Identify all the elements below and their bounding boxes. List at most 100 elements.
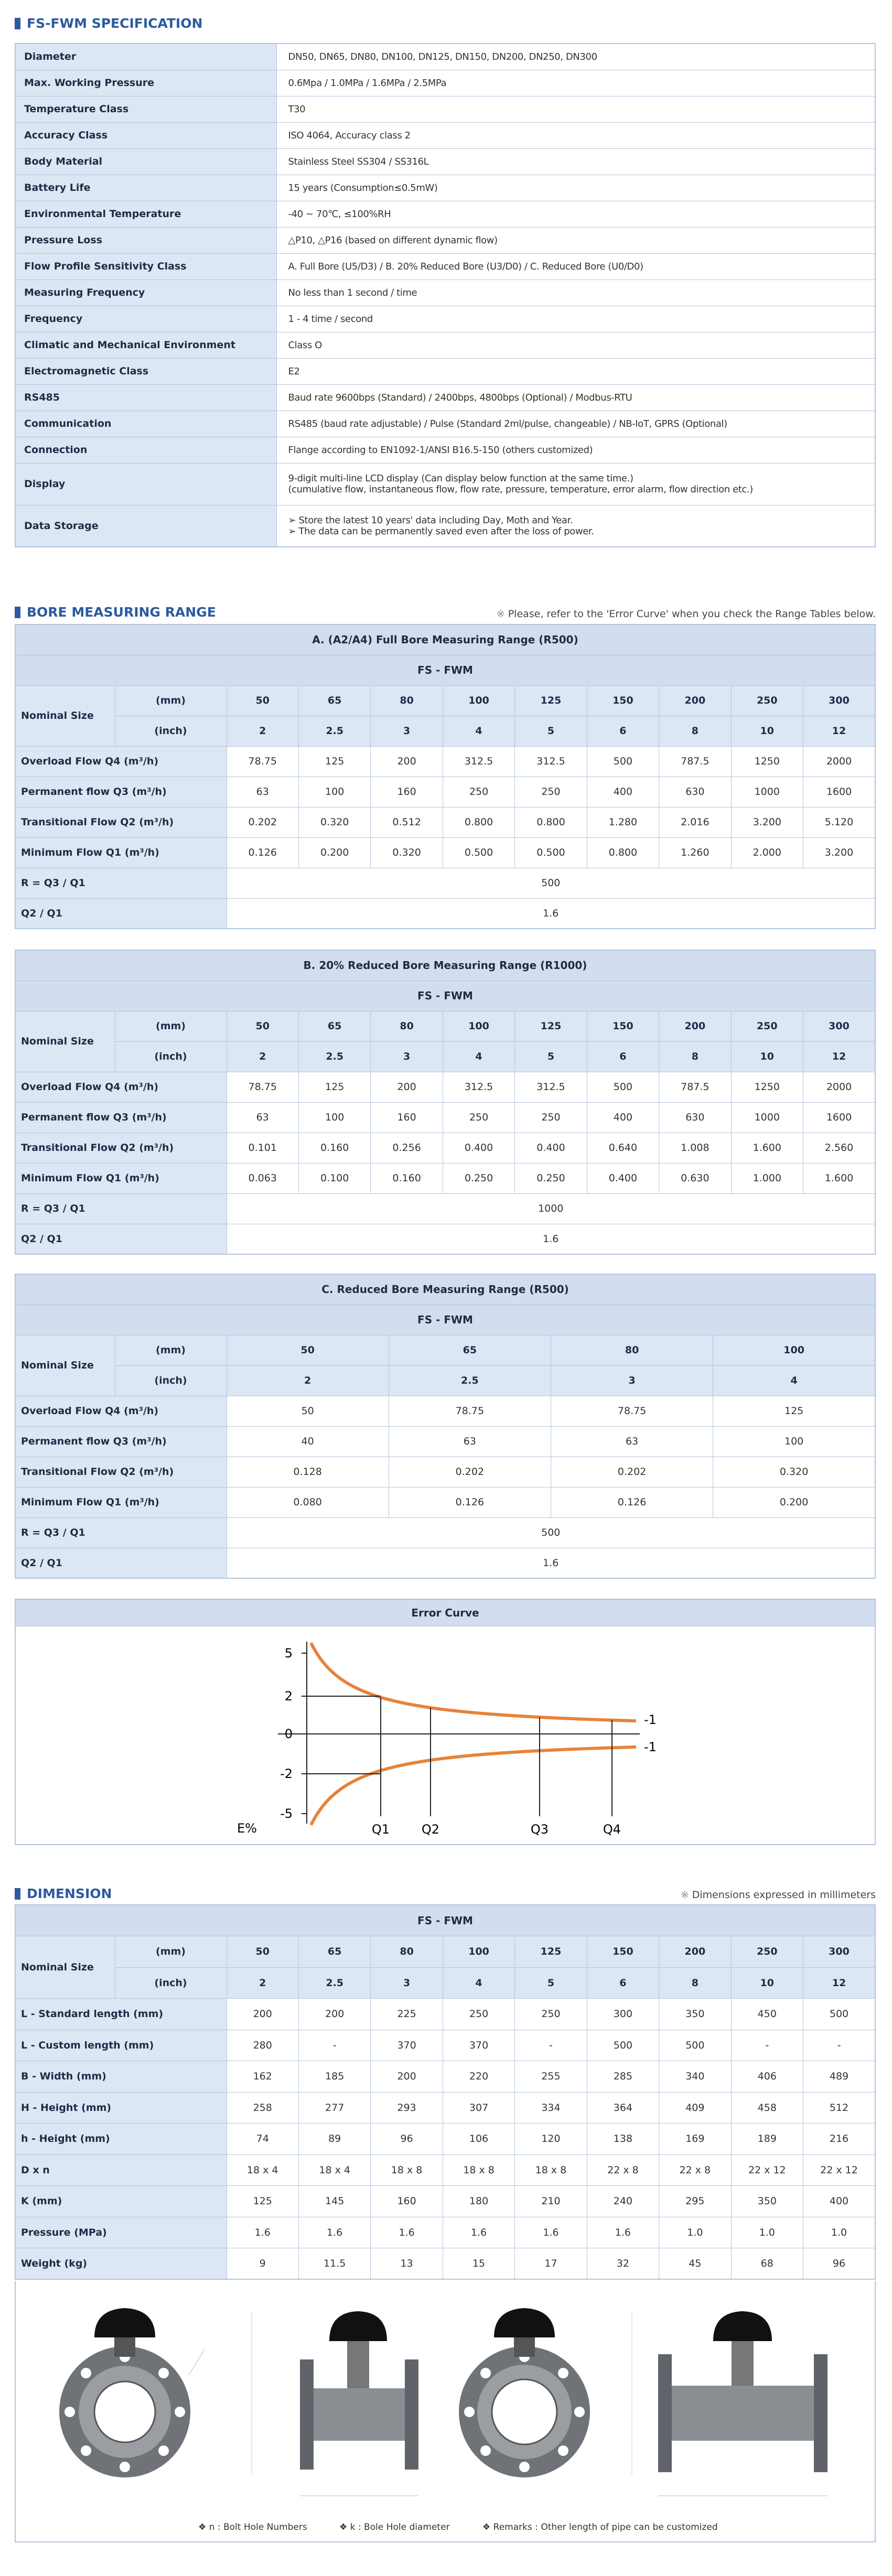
ratio-value: 1.6 <box>226 1547 876 1579</box>
size-inch: 12 <box>803 715 876 747</box>
spec-value: Store the latest 10 years' data includin… <box>276 504 876 547</box>
cell: 0.100 <box>298 1162 371 1194</box>
table-row: K (mm) 125 145 160 180 210 240 295 350 400 <box>15 2185 876 2217</box>
cell: 0.200 <box>298 837 371 868</box>
title-marker <box>15 1888 20 1900</box>
table-row: (inch) 2 2.5 3 4 <box>15 1365 876 1396</box>
size-mm: 50 <box>226 1936 299 1968</box>
size-inch: 2 <box>226 1365 389 1396</box>
ratio-label: R = Q3 / Q1 <box>15 1517 227 1548</box>
table-row: L - Standard length (mm) 200 200 225 250 250 3… <box>15 1998 876 2030</box>
table-row: B - Width (mm) 162 185 200 220 255 285 340 406 48… <box>15 2061 876 2093</box>
cell: 220 <box>442 2061 515 2093</box>
spec-value: Stainless Steel SS304 / SS316L <box>276 148 876 175</box>
size-mm: 150 <box>586 1010 660 1042</box>
bore-table-wrap: C. Reduced Bore Measuring Range (R500) FS… <box>15 1274 876 1579</box>
table-row: Minimum Flow Q1 (m³/h) 0.080 0.126 0.126 0.2… <box>15 1486 876 1518</box>
cell: 406 <box>730 2061 804 2093</box>
spec-row: Climatic and Mechanical Environment Class… <box>15 331 876 359</box>
size-inch: 2.5 <box>388 1365 552 1396</box>
table-row: Transitional Flow Q2 (m³/h) 0.101 0.160 0.2… <box>15 1132 876 1163</box>
table-row: FS - FWM <box>15 980 876 1011</box>
bore-note: Please, refer to the 'Error Curve' when … <box>508 608 876 620</box>
row-label: D x n <box>15 2154 227 2186</box>
cell: 11.5 <box>298 2248 371 2280</box>
error-curve-title: Error Curve <box>16 1600 875 1626</box>
cell: 0.250 <box>514 1162 587 1194</box>
cell: 9 <box>226 2248 299 2280</box>
cell: 0.126 <box>550 1486 714 1518</box>
table-row: FS - FWM <box>15 654 876 686</box>
side-view <box>251 2311 418 2496</box>
table-row: (inch) 2 2.5 3 4 5 6 8 10 12 <box>15 1967 876 1999</box>
cell: 160 <box>370 1102 443 1133</box>
cell: 200 <box>226 1998 299 2030</box>
drawing-note-wrap: ❖ Remarks : Other length of pipe can be … <box>482 2522 718 2532</box>
cell: 2.560 <box>803 1132 876 1163</box>
drawing-box: ❖ n : Bolt Hole Numbers ❖ k : Bole Hole … <box>15 2281 876 2542</box>
cell: 18 x 8 <box>514 2154 587 2186</box>
row-label: Permanent flow Q3 (m³/h) <box>15 776 227 807</box>
row-label: Pressure (MPa) <box>15 2216 227 2248</box>
unit-label: (inch) <box>114 715 227 747</box>
row-label: L - Standard length (mm) <box>15 1998 227 2030</box>
spec-row: Electromagnetic Class E2 <box>15 358 876 385</box>
spec-label: Connection <box>15 436 277 464</box>
spec-row: Body Material Stainless Steel SS304 / SS3… <box>15 148 876 175</box>
cell: 280 <box>226 2029 299 2061</box>
size-mm: 300 <box>803 1936 876 1968</box>
error-curve-upper <box>309 1642 637 1723</box>
size-inch: 2.5 <box>298 715 371 747</box>
cell: 0.800 <box>514 806 587 838</box>
cell: 78.75 <box>226 746 299 777</box>
cell: 250 <box>442 776 515 807</box>
unit-label: (inch) <box>114 1041 227 1072</box>
table-row: (inch) 2 2.5 3 4 5 6 8 10 12 <box>15 715 876 747</box>
cell: 2000 <box>803 746 876 777</box>
size-inch: 12 <box>803 1041 876 1072</box>
cell: 1000 <box>730 1102 804 1133</box>
ratio-value: 1.6 <box>226 1223 876 1255</box>
table-row: Overload Flow Q4 (m³/h) 78.75 125 200 312.5 3… <box>15 746 876 777</box>
spec-row: Accuracy Class ISO 4064, Accuracy class 2 <box>15 122 876 149</box>
cell: 450 <box>730 1998 804 2030</box>
cell: 18 x 8 <box>442 2154 515 2186</box>
cell: 1.6 <box>226 2216 299 2248</box>
size-mm: 80 <box>370 1936 443 1968</box>
size-label: Nominal Size <box>15 1936 115 1999</box>
error-curve-box: Error Curve 5 2 0 -2 -5 Q1 Q2 Q3 Q4 E% -1 -1 <box>15 1599 876 1845</box>
section-title: FS-FWM SPECIFICATION <box>27 16 203 31</box>
size-inch: 2 <box>226 715 299 747</box>
cell: 13 <box>370 2248 443 2280</box>
table-row: Nominal Size (mm) 50 65 80 100 125 150 200 250 300 <box>15 1010 876 1072</box>
cell: 1.0 <box>659 2216 732 2248</box>
size-inch: 6 <box>586 1967 660 1999</box>
cell: 74 <box>226 2123 299 2155</box>
ratio-value: 1.6 <box>226 898 876 929</box>
cell: 106 <box>442 2123 515 2155</box>
spec-label: Battery Life <box>15 174 277 201</box>
cell: 250 <box>442 1102 515 1133</box>
cell: 258 <box>226 2092 299 2124</box>
cell: 2000 <box>803 1071 876 1103</box>
cell: 0.160 <box>370 1162 443 1194</box>
spec-value: RS485 (baud rate adjustable) / Pulse (St… <box>276 410 876 437</box>
table-row: Pressure (MPa) 1.6 1.6 1.6 1.6 1.6 1.6 1.0 1.0 1.… <box>15 2216 876 2248</box>
cell: 120 <box>514 2123 587 2155</box>
row-label: Permanent flow Q3 (m³/h) <box>15 1102 227 1133</box>
cell: 350 <box>659 1998 732 2030</box>
cell: 200 <box>370 2061 443 2093</box>
cell: 40 <box>226 1426 389 1457</box>
cell: 162 <box>226 2061 299 2093</box>
size-inch: 3 <box>370 1967 443 1999</box>
cell: 0.500 <box>514 837 587 868</box>
size-mm: 100 <box>442 685 515 716</box>
cell: 22 x 12 <box>730 2154 804 2186</box>
size-mm: 65 <box>388 1334 552 1366</box>
cell: 1250 <box>730 1071 804 1103</box>
cell: 285 <box>586 2061 660 2093</box>
size-inch: 3 <box>550 1365 714 1396</box>
table-title: B. 20% Reduced Bore Measuring Range (R10… <box>15 950 876 981</box>
ratio-value: 1000 <box>226 1193 876 1224</box>
cell: 240 <box>586 2185 660 2217</box>
